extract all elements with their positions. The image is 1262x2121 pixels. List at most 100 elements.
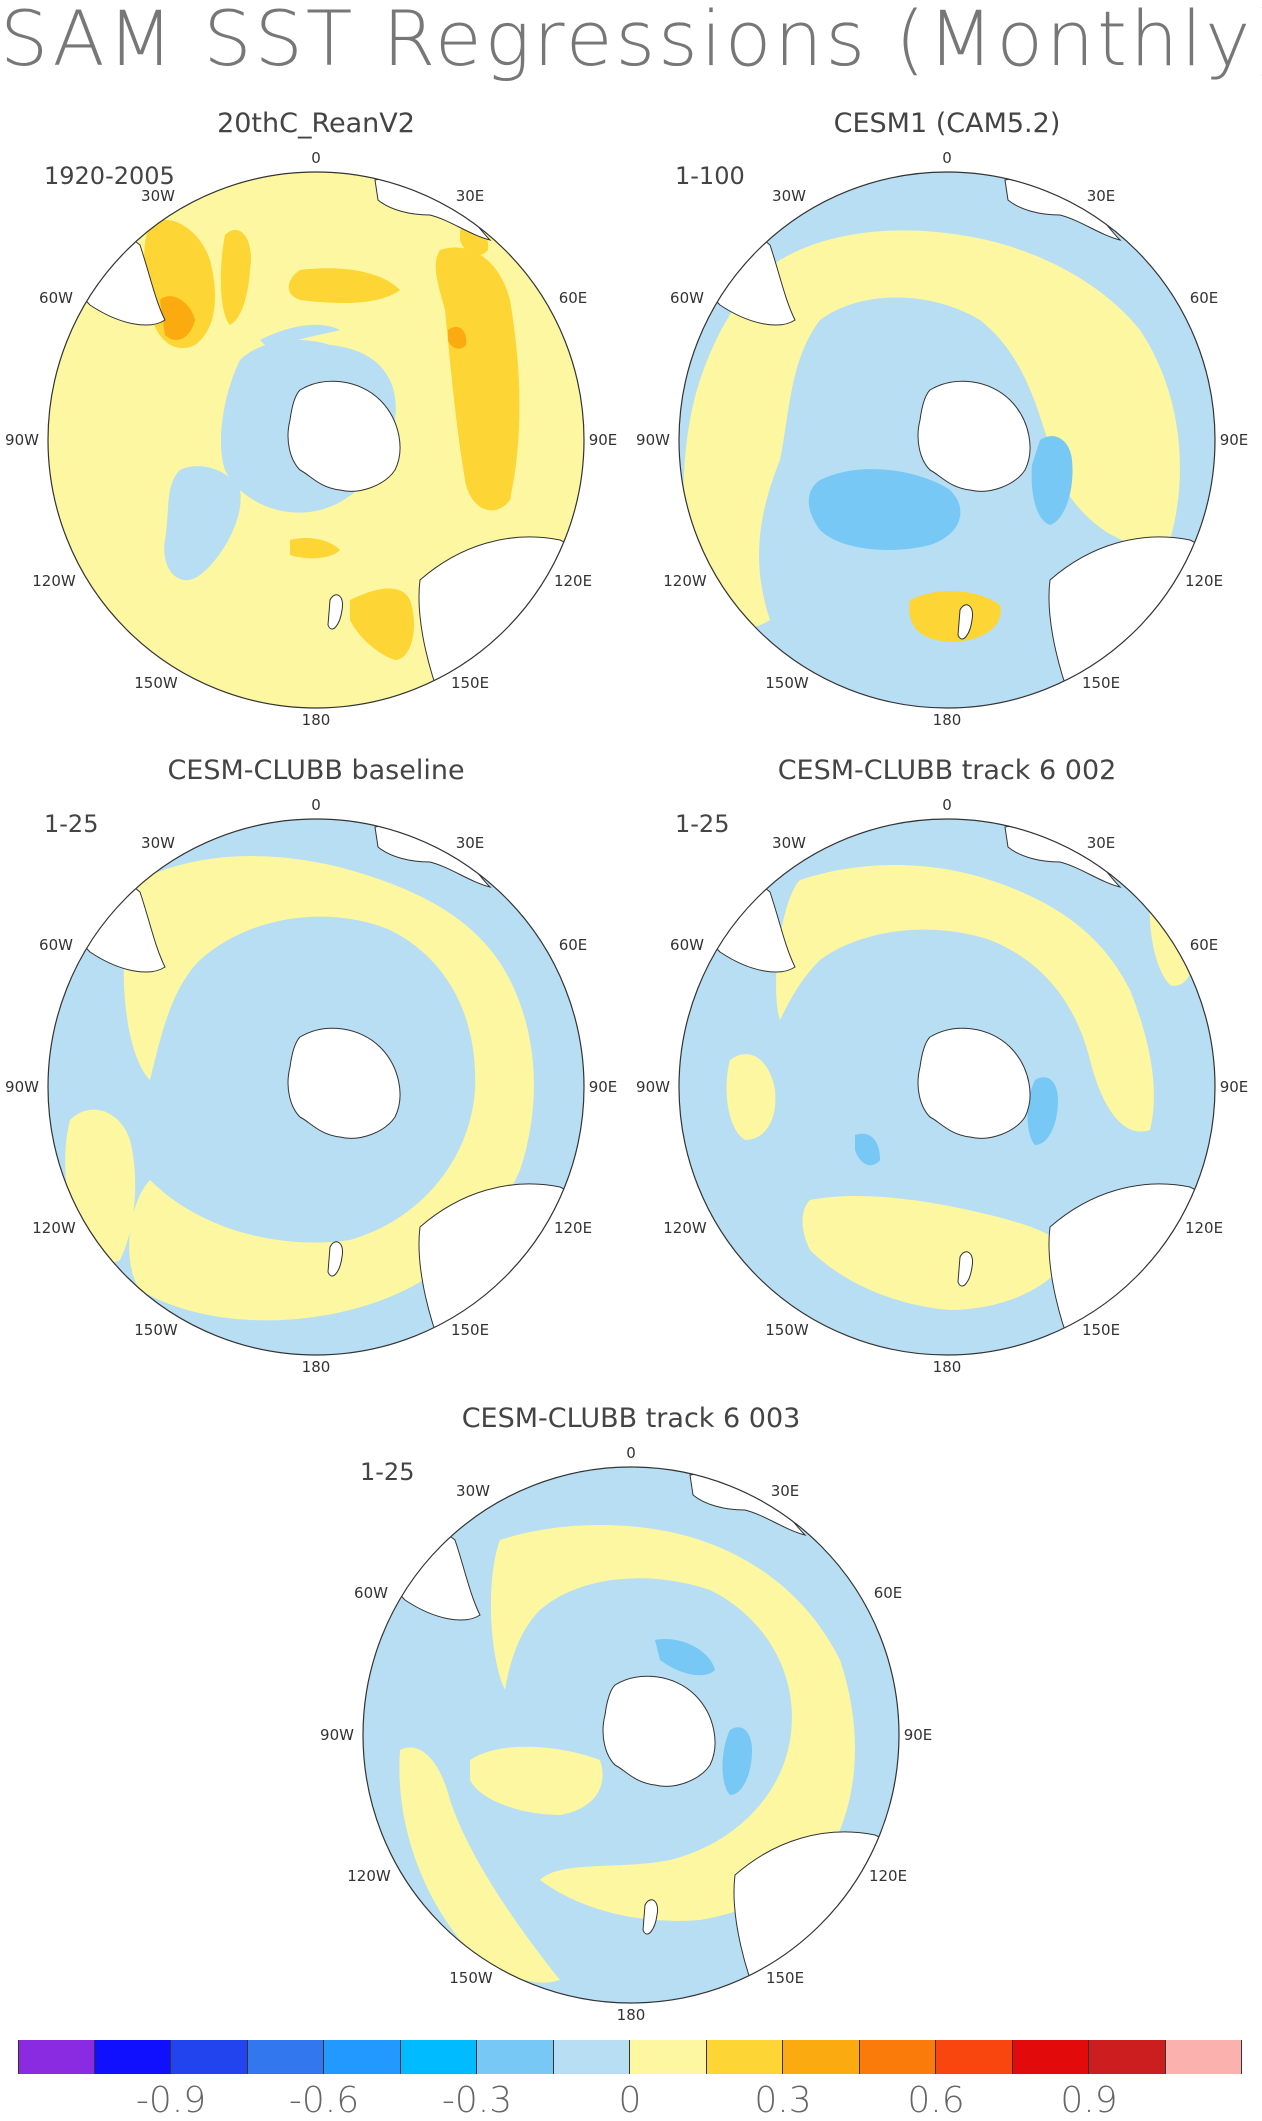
colorbar-tick-label: 0.6	[907, 2080, 965, 2121]
colorbar-box	[1089, 2040, 1166, 2074]
lon-label: 150E	[1081, 674, 1121, 692]
lon-label: 90E	[588, 431, 618, 449]
colorbar-box	[706, 2040, 783, 2074]
lon-label: 30W	[141, 834, 175, 852]
period-label: 1-25	[360, 1458, 415, 1486]
lon-label: 60W	[354, 1584, 388, 1602]
lon-label: 150W	[765, 1321, 809, 1339]
map-panel-4	[679, 819, 1215, 1355]
lon-label: 90E	[1219, 431, 1249, 449]
lon-label: 0	[311, 149, 321, 167]
colorbar-box	[630, 2040, 707, 2074]
lon-label: 90W	[320, 1726, 354, 1744]
colorbar	[18, 2040, 1242, 2074]
lon-label: 0	[626, 1444, 636, 1462]
lon-label: 90W	[636, 431, 670, 449]
lon-label: 90W	[5, 1078, 39, 1096]
colorbar-tick-label: 0.9	[1060, 2080, 1118, 2121]
lon-label: 120E	[1184, 1219, 1224, 1237]
lon-label: 60E	[558, 289, 588, 307]
colorbar-box	[247, 2040, 324, 2074]
colorbar-tick-label: 0.3	[754, 2080, 812, 2121]
period-label: 1-100	[675, 162, 745, 190]
lon-label: 90W	[636, 1078, 670, 1096]
lon-label: 0	[942, 149, 952, 167]
lon-label: 30W	[772, 834, 806, 852]
lon-label: 120W	[663, 572, 707, 590]
lon-label: 0	[311, 796, 321, 814]
lon-label: 150W	[134, 674, 178, 692]
lon-label: 30E	[1086, 834, 1116, 852]
lon-label: 180	[932, 711, 962, 729]
lon-label: 30W	[141, 187, 175, 205]
map-panel-3	[48, 819, 584, 1355]
colorbar-box	[477, 2040, 554, 2074]
colorbar-box	[94, 2040, 171, 2074]
period-label: 1-25	[675, 810, 730, 838]
lon-label: 90E	[1219, 1078, 1249, 1096]
lon-label: 150W	[765, 674, 809, 692]
lon-label: 150W	[134, 1321, 178, 1339]
colorbar-box	[1012, 2040, 1089, 2074]
lon-label: 180	[932, 1358, 962, 1376]
colorbar-box	[171, 2040, 248, 2074]
lon-label: 150E	[765, 1969, 805, 1987]
colorbar-box	[324, 2040, 401, 2074]
lon-label: 90E	[588, 1078, 618, 1096]
colorbar-box	[783, 2040, 860, 2074]
colorbar-box	[18, 2040, 95, 2074]
lon-label: 120W	[32, 572, 76, 590]
lon-label: 60W	[670, 289, 704, 307]
period-label: 1-25	[44, 810, 99, 838]
lon-label: 60E	[873, 1584, 903, 1602]
colorbar-box	[1165, 2040, 1242, 2074]
lon-label: 150E	[450, 1321, 490, 1339]
lon-label: 60W	[39, 936, 73, 954]
colorbar-tick-label: -0.3	[441, 2080, 513, 2121]
lon-label: 60W	[39, 289, 73, 307]
panel-title: CESM-CLUBB track 6 002	[777, 755, 1117, 786]
lon-label: 150W	[449, 1969, 493, 1987]
lon-label: 150E	[450, 674, 490, 692]
period-label: 1920-2005	[44, 162, 175, 190]
lon-label: 120E	[553, 572, 593, 590]
lon-label: 60W	[670, 936, 704, 954]
panel-title: CESM-CLUBB track 6 003	[461, 1403, 801, 1434]
lon-label: 90E	[903, 1726, 933, 1744]
map-panel-5	[363, 1467, 899, 2003]
lon-label: 30E	[770, 1482, 800, 1500]
lon-label: 30W	[772, 187, 806, 205]
lon-label: 150E	[1081, 1321, 1121, 1339]
lon-label: 180	[616, 2006, 646, 2024]
lon-label: 120E	[1184, 572, 1224, 590]
colorbar-box	[859, 2040, 936, 2074]
map-panel-1	[48, 172, 584, 708]
map-panel-2	[679, 172, 1215, 708]
lon-label: 60E	[1189, 289, 1219, 307]
lon-label: 120W	[663, 1219, 707, 1237]
colorbar-box	[936, 2040, 1013, 2074]
panel-title: CESM-CLUBB baseline	[167, 755, 465, 786]
lon-label: 120W	[32, 1219, 76, 1237]
panel-title: CESM1 (CAM5.2)	[833, 108, 1061, 139]
lon-label: 30E	[1086, 187, 1116, 205]
lon-label: 60E	[558, 936, 588, 954]
lon-label: 180	[301, 1358, 331, 1376]
lon-label: 120W	[347, 1867, 391, 1885]
lon-label: 30E	[455, 834, 485, 852]
lon-label: 90W	[5, 431, 39, 449]
lon-label: 60E	[1189, 936, 1219, 954]
colorbar-tick-label: -0.9	[135, 2080, 207, 2121]
main-title: SAM SST Regressions (Monthly)	[0, 0, 1262, 83]
lon-label: 120E	[553, 1219, 593, 1237]
colorbar-tick-label: -0.6	[288, 2080, 360, 2121]
lon-label: 120E	[868, 1867, 908, 1885]
colorbar-box	[553, 2040, 630, 2074]
lon-label: 30E	[455, 187, 485, 205]
lon-label: 180	[301, 711, 331, 729]
colorbar-tick-label: 0	[618, 2080, 642, 2121]
lon-label: 30W	[456, 1482, 490, 1500]
lon-label: 0	[942, 796, 952, 814]
panel-title: 20thC_ReanV2	[217, 108, 415, 139]
